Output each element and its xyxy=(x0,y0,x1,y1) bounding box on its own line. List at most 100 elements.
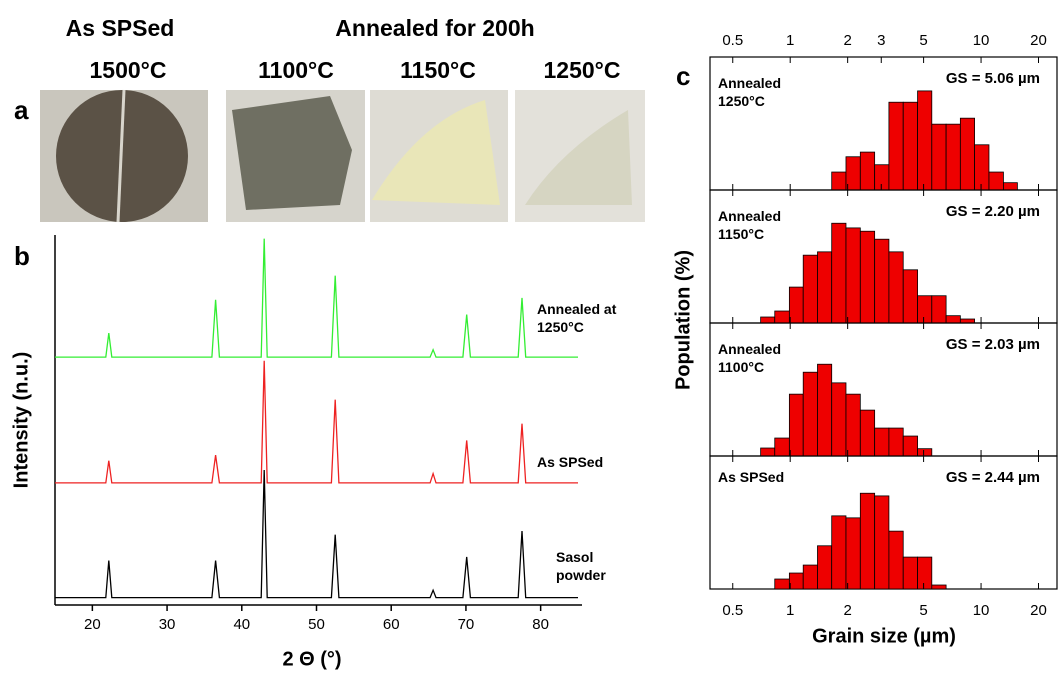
histogram-bar xyxy=(859,492,876,590)
series-label: Sasol powder xyxy=(556,549,606,583)
histogram-bar xyxy=(859,409,876,457)
histogram-bar xyxy=(817,251,833,324)
histogram-bar xyxy=(845,393,861,457)
x-tick-label: 2 xyxy=(843,602,851,619)
x-tick-label: 1 xyxy=(786,32,794,49)
histogram-bar xyxy=(774,578,790,590)
x-tick-label: 40 xyxy=(233,616,250,633)
histogram-bar xyxy=(931,295,947,324)
panel-label: b xyxy=(14,241,30,271)
histogram-bar xyxy=(774,437,790,457)
sample-label: 1500°C xyxy=(90,57,167,83)
pellet-crack xyxy=(116,89,126,223)
histogram-bar xyxy=(988,171,1004,191)
xrd-line xyxy=(55,360,578,484)
xrd-line xyxy=(55,238,578,358)
histogram-bar xyxy=(902,101,918,191)
histogram-bar xyxy=(760,316,776,324)
histogram-bar xyxy=(802,254,818,324)
grain-size-annotation: GS = 5.06 µm xyxy=(946,70,1040,87)
histogram-bar xyxy=(788,393,804,457)
grain-size-annotation: GS = 2.44 µm xyxy=(946,469,1040,486)
x-tick-label: 20 xyxy=(1030,602,1047,619)
histogram-bar xyxy=(888,530,904,590)
histogram-bar xyxy=(902,556,918,590)
sample-label: 1150°C xyxy=(400,57,476,83)
histogram-bar xyxy=(1003,182,1018,191)
panel-title: Annealed 1100°C xyxy=(718,341,782,375)
x-tick-label: 80 xyxy=(532,616,549,633)
histogram-bar xyxy=(874,238,890,324)
histogram-bar xyxy=(931,584,947,590)
pellet-1150 xyxy=(372,100,500,205)
x-tick-label: 20 xyxy=(1030,32,1047,49)
x-tick-label: 50 xyxy=(308,616,325,633)
x-tick-label: 3 xyxy=(877,32,885,49)
panel-label: a xyxy=(14,95,29,125)
y-axis-label: Population (%) xyxy=(672,250,694,390)
histogram-bar xyxy=(788,286,804,324)
x-tick-label: 10 xyxy=(973,602,990,619)
series-label: As SPSed xyxy=(537,454,604,470)
grain-size-annotation: GS = 2.03 µm xyxy=(946,336,1040,353)
histogram-bar xyxy=(874,164,890,191)
histogram-bar xyxy=(959,117,975,191)
histogram-bar xyxy=(902,269,918,324)
panel-title: As SPSed xyxy=(718,469,785,485)
histogram-bar xyxy=(817,363,833,457)
pellet-1100 xyxy=(232,96,352,210)
histogram-bar xyxy=(931,123,947,191)
histogram-bar xyxy=(845,517,861,590)
x-tick-label: 1 xyxy=(786,602,794,619)
histogram-bar xyxy=(917,90,933,191)
histogram-bar xyxy=(888,101,904,191)
histogram-bar xyxy=(788,572,804,590)
panel-title: Annealed 1250°C xyxy=(718,75,782,109)
x-tick-label: 2 xyxy=(843,32,851,49)
pellet-1250 xyxy=(525,110,632,205)
group-title: As SPSed xyxy=(66,15,175,41)
xrd-line xyxy=(55,469,578,599)
histogram-bar xyxy=(774,310,790,324)
x-tick-label: 0.5 xyxy=(722,602,743,619)
sample-label: 1100°C xyxy=(258,57,334,83)
histogram-bar xyxy=(802,371,818,457)
histogram-bar xyxy=(888,427,904,457)
histogram-bar xyxy=(874,427,890,457)
panel-title: Annealed 1150°C xyxy=(718,208,782,242)
histogram-bar xyxy=(760,447,776,457)
group-title: Annealed for 200h xyxy=(335,15,534,41)
histogram-bar xyxy=(917,295,933,324)
x-tick-label: 30 xyxy=(159,616,176,633)
x-tick-label: 70 xyxy=(458,616,475,633)
histogram-bar xyxy=(859,151,876,191)
histogram-bar xyxy=(859,230,876,324)
x-tick-label: 10 xyxy=(973,32,990,49)
x-tick-label: 60 xyxy=(383,616,400,633)
x-tick-label: 5 xyxy=(919,602,927,619)
histogram-bar xyxy=(831,171,847,191)
histogram-bar xyxy=(888,251,904,324)
histogram-bar xyxy=(817,545,833,590)
histogram-bar xyxy=(945,123,961,191)
histogram-bar xyxy=(874,495,890,590)
histogram-bar xyxy=(831,515,847,590)
histogram-bar xyxy=(945,315,961,324)
x-axis-label: Grain size (µm) xyxy=(812,625,956,647)
histogram-bar xyxy=(831,222,847,324)
x-tick-label: 5 xyxy=(919,32,927,49)
panel-label: c xyxy=(676,61,690,91)
x-tick-label: 0.5 xyxy=(722,32,743,49)
histogram-bar xyxy=(902,435,918,457)
histogram-bar xyxy=(974,144,990,191)
histogram-bar xyxy=(917,448,933,457)
x-tick-label: 20 xyxy=(84,616,101,633)
histogram-bar xyxy=(917,556,933,590)
histogram-bar xyxy=(802,564,818,590)
series-label: Annealed at 1250°C xyxy=(537,301,617,335)
histogram-bar xyxy=(831,382,847,457)
x-axis-label: 2 Θ (°) xyxy=(282,648,341,670)
y-axis-label: Intensity (n.u.) xyxy=(10,352,32,489)
